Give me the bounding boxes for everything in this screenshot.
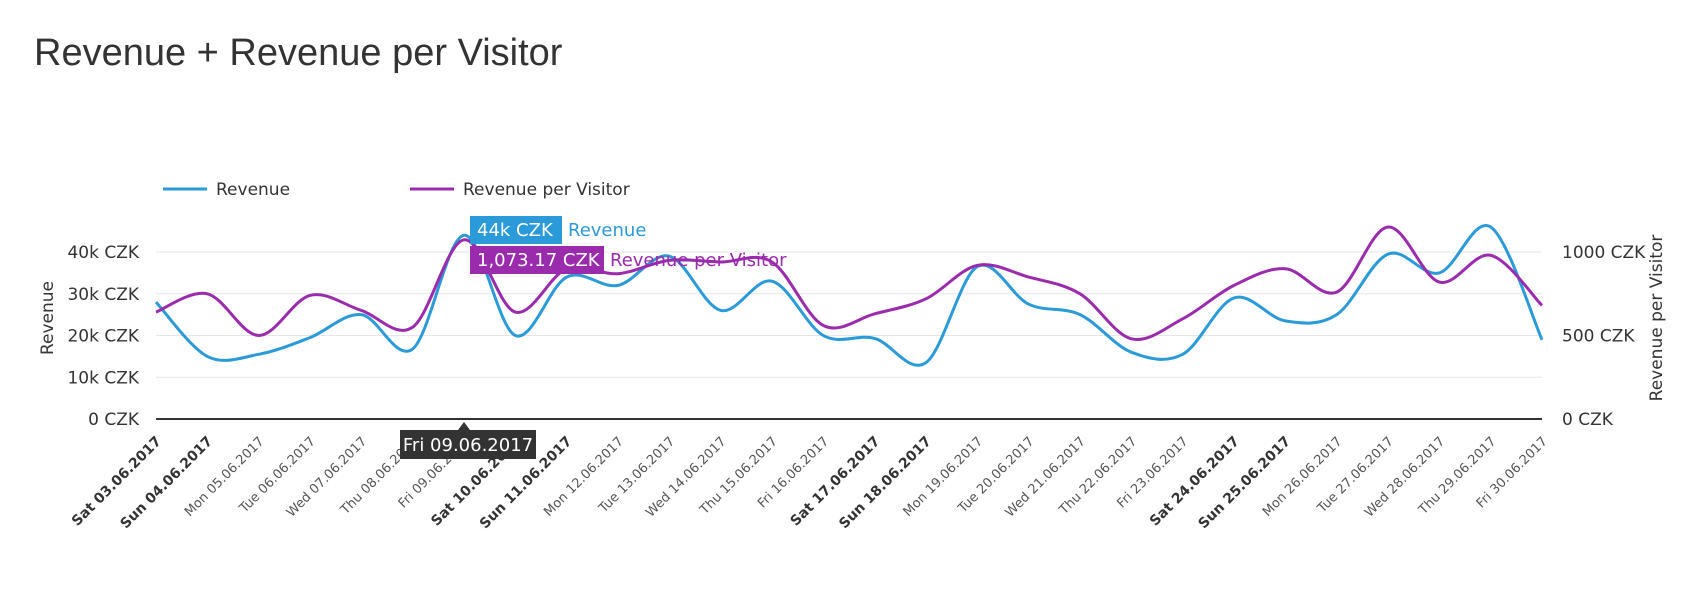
tooltip: 44k CZK Revenue 1,073.17 CZK Revenue per Vi… <box>400 216 787 459</box>
tooltip-date: Fri 09.06.2017 <box>403 435 533 456</box>
data-point-revenue-per-visitor[interactable] <box>253 330 265 342</box>
data-point-revenue[interactable] <box>253 348 265 360</box>
series-line-revenue <box>154 224 1544 367</box>
data-point-revenue-per-visitor[interactable] <box>1228 279 1240 291</box>
data-point-revenue[interactable] <box>1177 348 1189 360</box>
data-point-revenue[interactable] <box>1331 309 1343 321</box>
data-point-revenue[interactable] <box>1279 315 1291 327</box>
data-point-revenue-per-visitor[interactable] <box>407 321 419 333</box>
data-point-revenue-per-visitor[interactable] <box>1536 299 1548 311</box>
legend-label-revenue: Revenue <box>216 180 290 200</box>
y-left-tick-label: 0 CZK <box>88 410 140 430</box>
data-point-revenue[interactable] <box>1074 309 1086 321</box>
data-point-revenue[interactable] <box>612 279 624 291</box>
data-point-revenue-per-visitor[interactable] <box>201 288 213 300</box>
tooltip-date-pointer <box>458 422 470 430</box>
x-tick-label: Sat 24.06.2017 <box>1147 434 1243 530</box>
data-point-revenue-per-visitor[interactable] <box>1177 313 1189 325</box>
data-point-revenue-per-visitor[interactable] <box>817 319 829 331</box>
x-tick-label: Sun 04.06.2017 <box>118 434 217 533</box>
x-tick-label: Sun 25.06.2017 <box>1196 434 1295 533</box>
data-point-revenue-per-visitor[interactable] <box>1433 276 1445 288</box>
data-point-revenue[interactable] <box>1536 334 1548 346</box>
y-left-tick-label: 10k CZK <box>67 368 139 388</box>
data-point-revenue[interactable] <box>1382 248 1394 260</box>
tooltip-revenue-label: Revenue <box>568 220 646 241</box>
data-point-revenue[interactable] <box>766 275 778 287</box>
x-tick-label: Sun 18.06.2017 <box>836 434 935 533</box>
tooltip-rpv-value: 1,073.17 CZK <box>477 250 601 271</box>
data-point-revenue[interactable] <box>407 343 419 355</box>
data-point-revenue-per-visitor[interactable] <box>355 304 367 316</box>
x-tick-label: Sat 03.06.2017 <box>69 434 165 530</box>
data-point-revenue[interactable] <box>1228 292 1240 304</box>
y-right-axis-title: Revenue per Visitor <box>1647 235 1667 402</box>
tooltip-date-box <box>400 430 536 459</box>
y-left-axis-title: Revenue <box>38 281 58 355</box>
data-point-revenue[interactable] <box>1125 346 1137 358</box>
legend-label-revenue-per-visitor: Revenue per Visitor <box>463 180 630 200</box>
y-left-tick-label: 40k CZK <box>67 243 139 263</box>
data-point-revenue[interactable] <box>869 332 881 344</box>
data-point-revenue-per-visitor[interactable] <box>1023 271 1035 283</box>
data-point-revenue-per-visitor[interactable] <box>1382 221 1394 233</box>
tooltip-revenue-value: 44k CZK <box>477 220 554 241</box>
data-point-revenue-per-visitor[interactable] <box>1074 288 1086 300</box>
data-point-revenue[interactable] <box>1023 298 1035 310</box>
data-point-revenue-per-visitor[interactable] <box>1331 286 1343 298</box>
y-right-tick-label: 1000 CZK <box>1562 243 1646 263</box>
y-left-tick-label: 30k CZK <box>67 285 139 305</box>
data-point-revenue[interactable] <box>201 350 213 362</box>
data-point-revenue-per-visitor[interactable] <box>869 308 881 320</box>
data-point-revenue-per-visitor[interactable] <box>971 259 983 271</box>
data-point-revenue[interactable] <box>304 332 316 344</box>
data-point-revenue-per-visitor[interactable] <box>1485 249 1497 261</box>
series-lines <box>150 221 1548 369</box>
gridlines <box>156 251 1542 420</box>
y-right-tick-label: 0 CZK <box>1562 410 1614 430</box>
series-line-revenue-per-visitor <box>155 225 1544 342</box>
tooltip-revenue-box <box>470 216 562 244</box>
data-point-revenue-per-visitor[interactable] <box>458 234 470 246</box>
data-point-revenue[interactable] <box>920 357 932 369</box>
data-point-revenue-per-visitor[interactable] <box>920 293 932 305</box>
y-left-tick-label: 20k CZK <box>67 327 139 347</box>
legend: Revenue Revenue per Visitor <box>163 180 630 200</box>
data-point-revenue-per-visitor[interactable] <box>509 306 521 318</box>
data-point-revenue-per-visitor[interactable] <box>1279 263 1291 275</box>
y-right-tick-label: 500 CZK <box>1562 327 1635 347</box>
data-point-revenue-per-visitor[interactable] <box>1125 333 1137 345</box>
y-right-ticks: 0 CZK 500 CZK 1000 CZK <box>1562 243 1646 430</box>
page-title: Revenue + Revenue per Visitor <box>34 32 563 74</box>
data-point-revenue[interactable] <box>715 304 727 316</box>
data-point-revenue-per-visitor[interactable] <box>150 306 162 318</box>
data-point-revenue-per-visitor[interactable] <box>304 289 316 301</box>
tooltip-rpv-box <box>470 246 604 274</box>
x-tick-label: Sat 17.06.2017 <box>788 434 884 530</box>
tooltip-rpv-label: Revenue per Visitor <box>610 250 787 271</box>
legend-item-revenue[interactable]: Revenue <box>163 180 290 200</box>
data-point-revenue[interactable] <box>1485 221 1497 233</box>
y-left-ticks: 0 CZK 10k CZK 20k CZK 30k CZK 40k CZK <box>67 243 139 430</box>
data-point-revenue[interactable] <box>509 330 521 342</box>
legend-item-revenue-per-visitor[interactable]: Revenue per Visitor <box>410 180 630 200</box>
